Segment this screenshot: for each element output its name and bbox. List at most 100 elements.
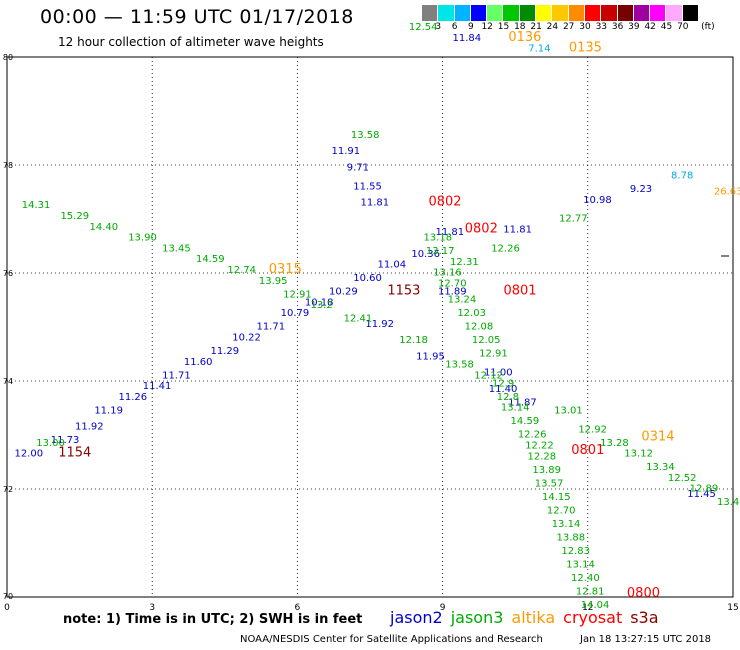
colorbar-label: 39	[628, 22, 640, 32]
wave-height-point: 10.79	[281, 308, 310, 319]
wave-height-point: 11.60	[184, 357, 213, 368]
y-tick-label: 70	[3, 592, 13, 601]
colorbar-swatch	[568, 5, 585, 21]
colorbar-units: (ft)	[701, 22, 715, 32]
x-tick-label: 6	[295, 603, 301, 613]
y-tick-label: 72	[3, 485, 13, 494]
x-tick-label: 12	[582, 603, 593, 613]
colorbar-label: 3	[435, 22, 442, 32]
wave-height-point: 1154	[58, 446, 91, 461]
y-tick-label: 78	[3, 161, 13, 170]
wave-height-point: 11.92	[75, 422, 104, 433]
wave-height-point: 11.81	[503, 225, 532, 236]
footer-note: note: 1) Time is in UTC; 2) SWH is in fe…	[63, 612, 363, 627]
page-subtitle: 12 hour collection of altimeter wave hei…	[58, 35, 324, 49]
wave-height-point: 12.12	[474, 370, 503, 381]
colorbar-swatch	[454, 5, 471, 21]
wave-height-point: 13.58	[445, 360, 474, 371]
wave-height-point: 11.00	[484, 368, 513, 379]
wave-height-point: 8.78	[671, 171, 693, 182]
wave-height-colorbar	[422, 5, 700, 21]
credit-text: NOAA/NESDIS Center for Satellite Applica…	[240, 634, 543, 645]
wave-height-point: 13.4	[717, 497, 739, 508]
wave-height-point: 11.26	[119, 392, 148, 403]
wave-height-point: 12.26	[491, 243, 520, 254]
wave-height-point: 0801	[571, 443, 604, 458]
wave-height-point: 26.63	[714, 187, 740, 198]
wave-height-point: 11.40	[489, 384, 518, 395]
wave-height-point: 12.52	[668, 473, 697, 484]
wave-height-point: 12.91	[479, 349, 508, 360]
wave-height-point: 13.2	[310, 300, 332, 311]
wave-height-point: 1153	[387, 284, 420, 299]
x-tick-label: 0	[4, 603, 10, 613]
wave-height-point: 12.00	[14, 449, 43, 460]
wave-height-point: 14.15	[542, 492, 571, 503]
wave-height-point: 11.55	[353, 181, 382, 192]
wave-height-point: 11.71	[162, 370, 191, 381]
wave-height-point: 0801	[503, 284, 536, 299]
wave-height-point: 12.91	[283, 289, 312, 300]
colorbar-label: 45	[660, 22, 673, 32]
wave-height-point: 11.73	[51, 435, 80, 446]
wave-height-point: 12.41	[344, 314, 373, 325]
colorbar-swatch	[601, 5, 618, 21]
colorbar-swatch	[503, 5, 520, 21]
colorbar-label: 21	[530, 22, 542, 32]
colorbar-swatch	[633, 5, 651, 21]
wave-height-point: 13.01	[554, 405, 583, 416]
wave-height-point: 0135	[569, 41, 602, 56]
wave-height-point: 12.8	[497, 392, 519, 403]
wave-height-point: 10.60	[353, 273, 382, 284]
x-tick-label: 3	[149, 603, 155, 613]
wave-height-point: 11.45	[687, 489, 716, 500]
wave-height-point: 0136	[508, 30, 541, 45]
wave-height-point: 13.45	[162, 243, 191, 254]
wave-height-point: 12.31	[450, 257, 479, 268]
plot-frame	[6, 56, 734, 598]
wave-height-point: 12.26	[518, 430, 547, 441]
wave-height-point: 13.14	[501, 403, 530, 414]
generated-timestamp: Jan 18 13:27:15 UTC 2018	[580, 634, 712, 645]
wave-height-point: 13.57	[535, 478, 564, 489]
wave-height-point: 12.74	[227, 265, 256, 276]
wave-height-point: 12.70	[438, 279, 467, 290]
wave-height-point: 13.18	[423, 233, 452, 244]
y-tick-label: 80	[3, 53, 13, 62]
colorbar-swatch	[519, 5, 537, 21]
wave-height-point: 13.14	[566, 559, 595, 570]
wave-height-point: 13.17	[426, 246, 455, 257]
wave-height-point: 13.34	[646, 462, 675, 473]
wave-height-point: 12.54	[409, 22, 438, 33]
colorbar-label: 12	[481, 22, 493, 32]
x-tick-label: 15	[727, 603, 738, 613]
legend-s3a: s3a	[630, 608, 659, 627]
colorbar-swatch	[584, 5, 602, 21]
wave-height-point: 10.22	[232, 333, 261, 344]
colorbar-swatch	[666, 5, 683, 21]
x-tick-label: 9	[440, 603, 446, 613]
wave-height-point: 13.88	[557, 532, 586, 543]
wave-height-point: 12.40	[571, 573, 600, 584]
wave-height-point: 13.16	[433, 268, 462, 279]
wave-height-point: 11.81	[361, 198, 390, 209]
colorbar-swatch	[536, 5, 553, 21]
wave-height-point: 13.95	[259, 276, 288, 287]
colorbar-swatch	[552, 5, 569, 21]
colorbar-label: 30	[579, 22, 591, 32]
colorbar-label: 9	[468, 22, 474, 32]
wave-height-point: 12.9	[492, 378, 514, 389]
wave-height-point: 14.31	[22, 200, 51, 211]
page-title: 00:00 — 11:59 UTC 01/17/2018	[40, 6, 354, 28]
wave-height-point: 12.18	[399, 335, 428, 346]
colorbar-label: 18	[514, 22, 526, 32]
wave-height-point: 11.41	[143, 381, 172, 392]
colorbar-label: 27	[562, 22, 575, 32]
wave-height-point: 10.29	[329, 287, 358, 298]
wave-height-point: 11.89	[438, 287, 467, 298]
colorbar-swatch	[438, 5, 455, 21]
wave-height-point: 11.81	[436, 227, 465, 238]
wave-height-point: 14.59	[511, 416, 540, 427]
wave-height-point: 12.81	[576, 586, 605, 597]
